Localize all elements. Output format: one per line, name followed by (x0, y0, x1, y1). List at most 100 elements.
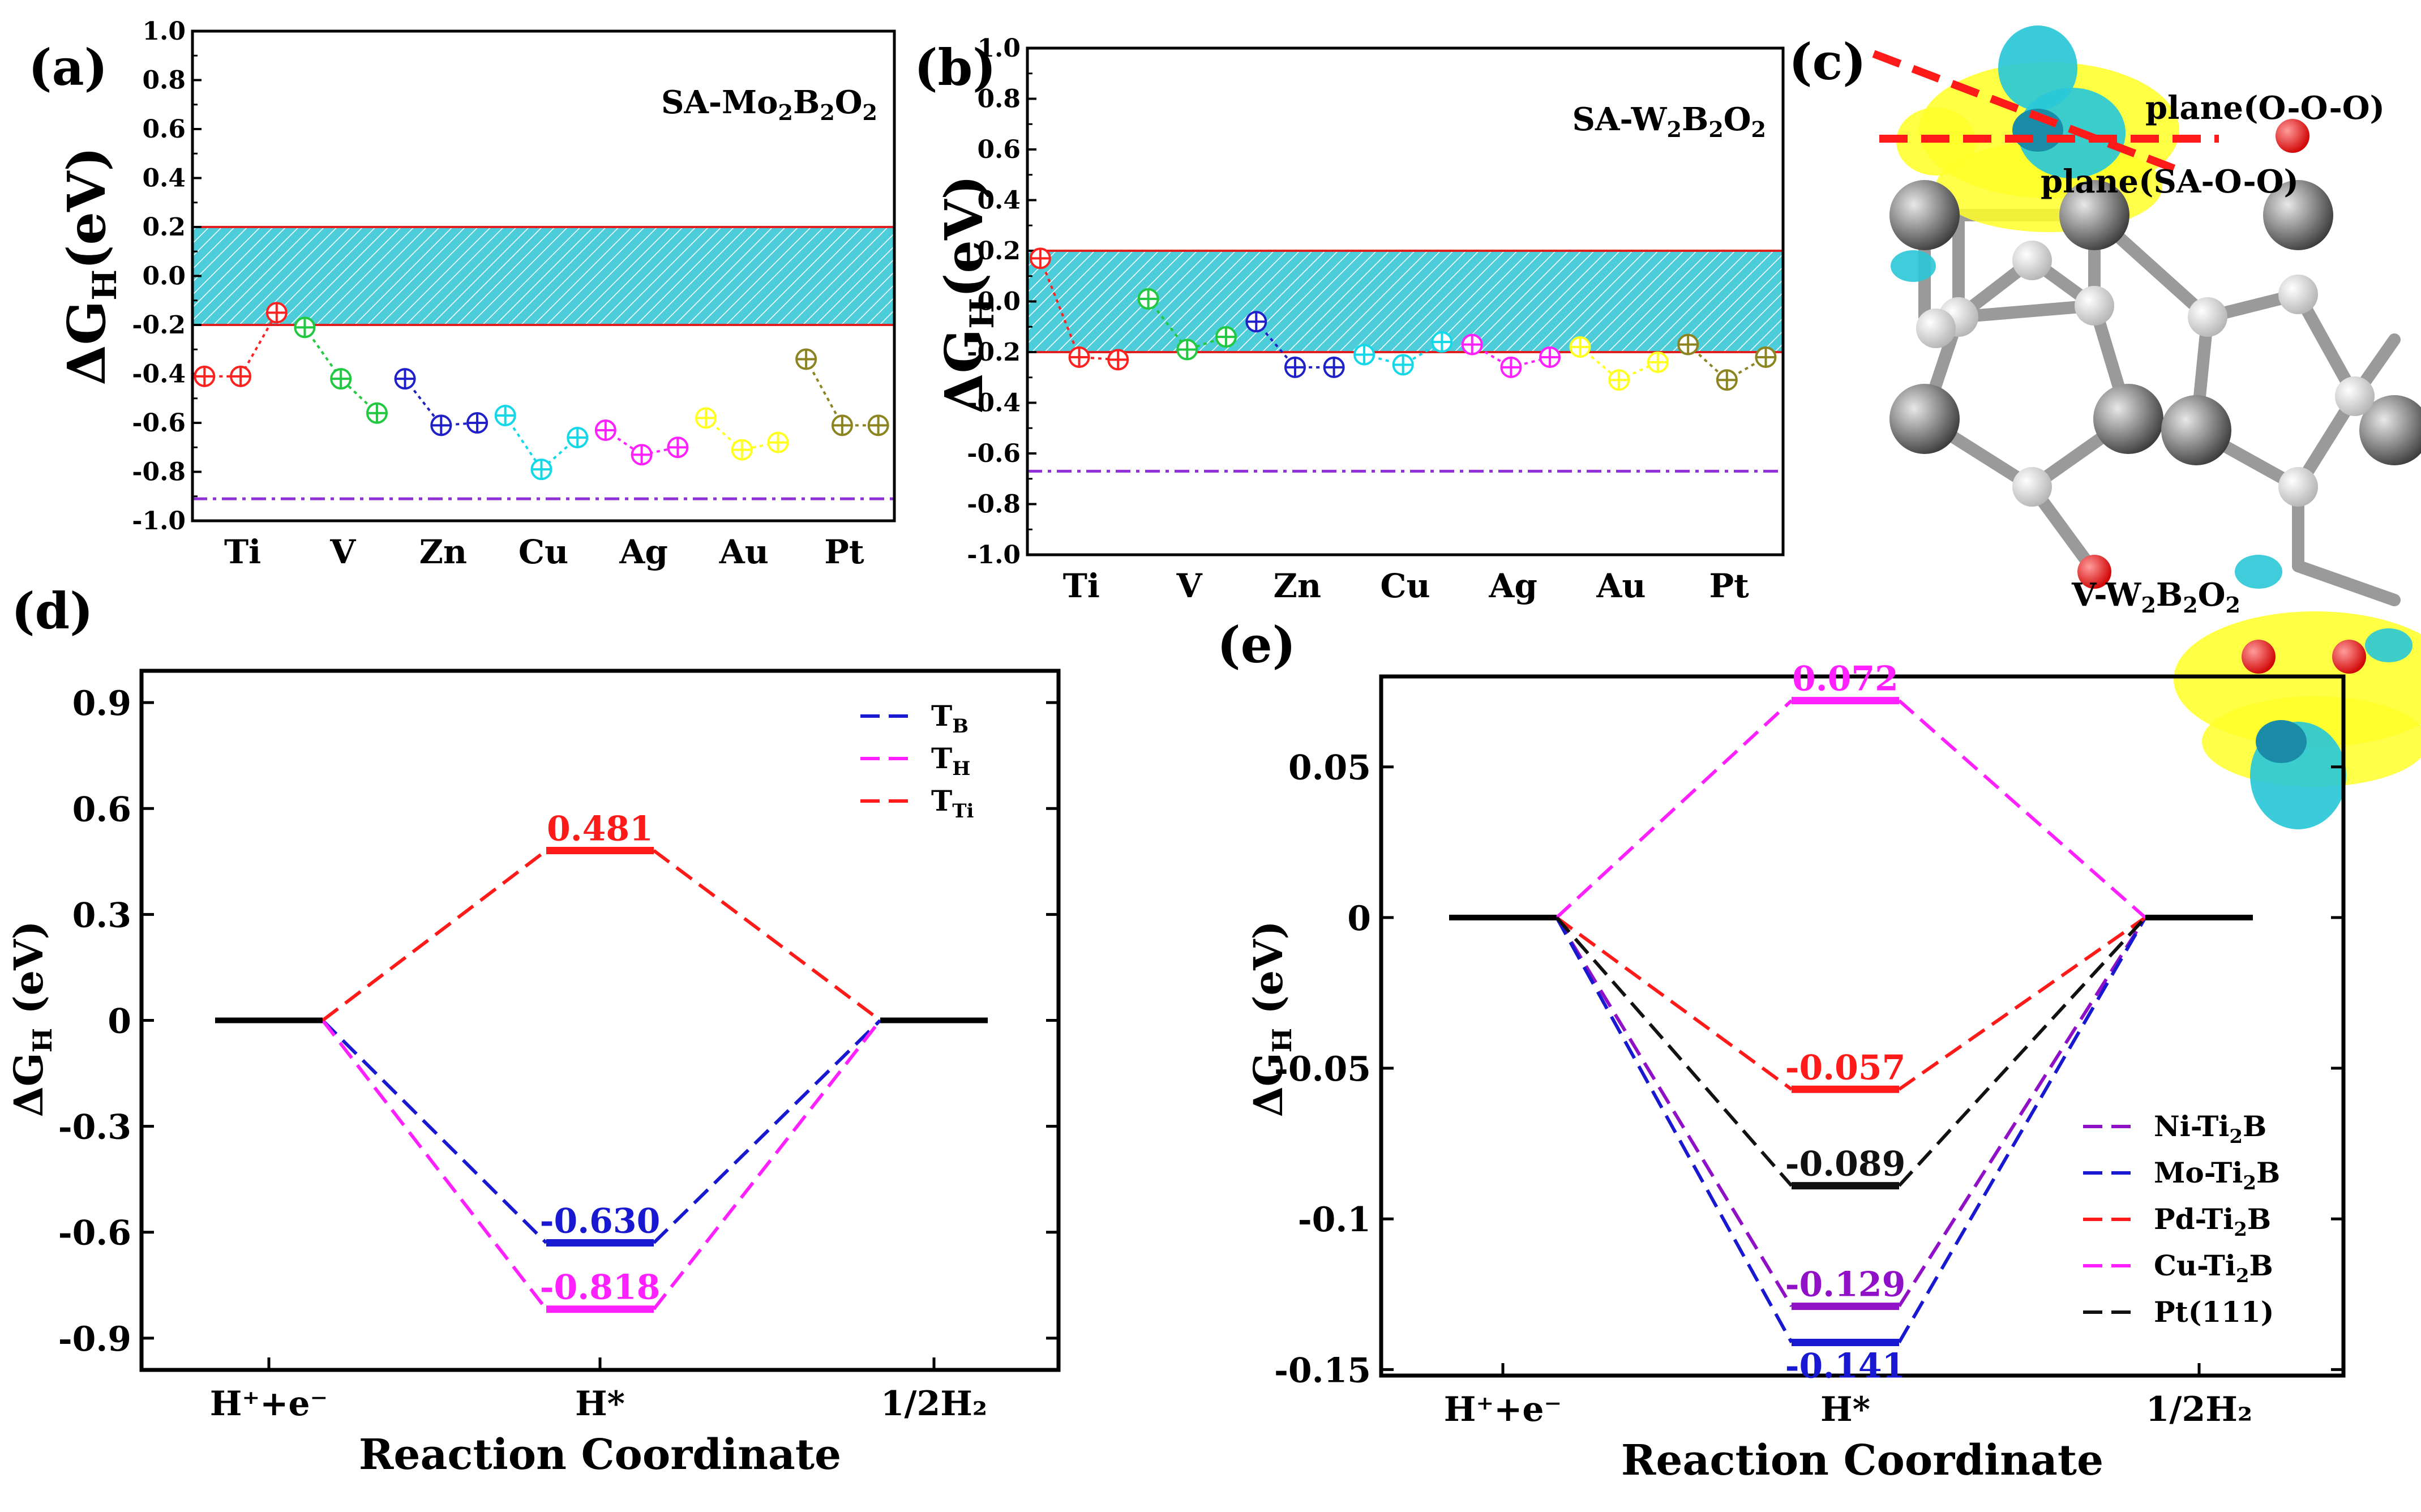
x-category-label: V (1176, 567, 1203, 605)
y-tick-label: 0.9 (72, 684, 131, 723)
connector-mo-ti2b (1555, 916, 1793, 1343)
x-tick-label: H* (1820, 1390, 1870, 1429)
target-band (192, 227, 894, 325)
y-tick-label: -0.4 (967, 389, 1021, 418)
legend-label: Ni-Ti2B (2154, 1110, 2266, 1148)
x-tick-label: 1/2H₂ (2146, 1390, 2252, 1429)
panel-e: (e) 0.05 0 -0.05 -0.1 -0.15 H⁺+e⁻ H* 1/2H₂ React… (1217, 615, 2346, 1485)
x-category-label: Cu (519, 533, 568, 571)
x-category-label: Pt (1709, 567, 1749, 605)
x-category-label: Ti (224, 533, 261, 571)
series-line-au (705, 417, 778, 451)
x-category-label: Ti (1063, 567, 1100, 605)
legend-label: Pd-Ti2B (2154, 1202, 2271, 1241)
atoms (1889, 119, 2421, 674)
data-point-cross (1717, 370, 1737, 390)
x-category-label: Ag (619, 533, 668, 571)
series-line-ag (605, 429, 678, 456)
connector-tti (322, 849, 547, 1022)
legend-label: Cu-Ti2B (2154, 1249, 2273, 1287)
y-tick-label: -1.0 (967, 541, 1021, 569)
panel-d-label: (d) (11, 581, 93, 640)
data-point-cross (768, 432, 788, 452)
x-category-label: Zn (1274, 567, 1322, 605)
x-tick-label: H* (575, 1384, 625, 1424)
panel-a: (a) 1.0 0.8 0.6 0.4 0.2 0.0 -0.2 -0.4 -0.6 -0.8 -1… (28, 17, 896, 571)
x-category-label: V (329, 533, 356, 571)
data-point-cross (295, 318, 315, 337)
panel-annotation: SA-W2B2O2 (1572, 101, 1766, 142)
y-tick-label: -0.6 (132, 409, 186, 438)
data-point-cross (1393, 355, 1413, 375)
data-point-cross (1570, 337, 1590, 357)
data-point-cross (1138, 289, 1158, 309)
x-tick-label: H⁺+e⁻ (210, 1384, 328, 1424)
y-axis-title: ΔGH (eV) (1245, 920, 1297, 1117)
y-tick-label: -0.8 (967, 490, 1021, 519)
y-tick-label: -0.1 (1298, 1200, 1371, 1240)
y-tick-label: 0.05 (1288, 748, 1371, 788)
plot-frame (1379, 674, 2346, 1378)
data-point-cross (796, 349, 816, 369)
panel-annotation: SA-Mo2B2O2 (661, 84, 877, 125)
connector-cu-ti2b (1555, 699, 1793, 919)
y-tick-label: 1.0 (977, 34, 1021, 63)
y-tick-label: 1.0 (142, 17, 186, 46)
y-tick-label: -1.0 (132, 507, 186, 536)
legend-label: TTi (931, 784, 974, 823)
x-category-label: Zn (419, 533, 468, 571)
panel-c-label: (c) (1789, 32, 1866, 91)
data-point-cross (431, 416, 451, 435)
data-point-cross (696, 408, 715, 428)
connector-ni-ti2b (1897, 916, 2147, 1308)
y-tick-label: 0.6 (142, 115, 186, 144)
data-point-cross (732, 440, 752, 460)
y-tick-label: 0.4 (142, 164, 186, 193)
panel-b: (b) 1.0 0.8 0.6 0.4 0.2 0.0 -0.2 -0.4 -0.6 -0.8 -1… (914, 34, 1785, 605)
y-tick-label: -0.6 (58, 1214, 131, 1253)
value-label-mo-ti2b: -0.141 (1785, 1346, 1906, 1386)
connector-pt(111) (1897, 916, 2147, 1187)
plane-sa-o-o-line (1872, 50, 2187, 177)
data-point-cross (1432, 332, 1452, 352)
y-tick-label: -0.9 (58, 1320, 131, 1359)
data-point-cross (395, 369, 415, 389)
x-axis-title: Reaction Coordinate (359, 1430, 841, 1479)
y-tick-label: -0.2 (967, 338, 1021, 367)
plane-top-label: plane(O-O-O) (2145, 89, 2385, 127)
series-line-cu (504, 414, 579, 472)
data-point-cross (1285, 357, 1305, 377)
legend-label: Mo-Ti2B (2154, 1156, 2280, 1194)
data-point-cross (1462, 335, 1482, 354)
y-tick-label: 0 (108, 1002, 131, 1042)
value-label-tb: -0.630 (540, 1201, 661, 1241)
data-point-cross (1177, 340, 1197, 359)
y-tick-label: -0.3 (58, 1108, 131, 1147)
data-point-cross (1648, 352, 1668, 372)
legend-label: TH (931, 742, 970, 780)
y-tick-label: 0.6 (72, 790, 131, 829)
panel-c-caption: V-W2B2O2 (2071, 576, 2240, 618)
legend-label: TB (931, 699, 969, 738)
data-point-cross (195, 366, 215, 386)
data-point-cross (668, 438, 688, 457)
connector-th (652, 1019, 882, 1310)
y-axis-title: ΔGH(eV) (56, 147, 124, 386)
connector-cu-ti2b (1898, 699, 2146, 919)
connector-pt(111) (1555, 916, 1793, 1187)
y-tick-label: 0.0 (142, 262, 186, 291)
panel-b-label: (b) (914, 38, 996, 97)
data-point-cross (595, 420, 615, 440)
data-point-cross (1501, 357, 1521, 377)
x-axis-title: Reaction Coordinate (1621, 1436, 2103, 1485)
connector-pd-ti2b (1556, 916, 1793, 1091)
x-category-label: Au (719, 533, 769, 571)
data-point-cross (231, 366, 251, 386)
series-line-v (303, 327, 378, 414)
y-axis-title: ΔGH (eV) (5, 920, 58, 1117)
x-category-label: Ag (1488, 567, 1537, 605)
data-point-cross (832, 416, 852, 435)
panel-a-label: (a) (28, 38, 108, 97)
data-point-cross (868, 416, 888, 435)
y-tick-label: 0.4 (977, 186, 1021, 215)
